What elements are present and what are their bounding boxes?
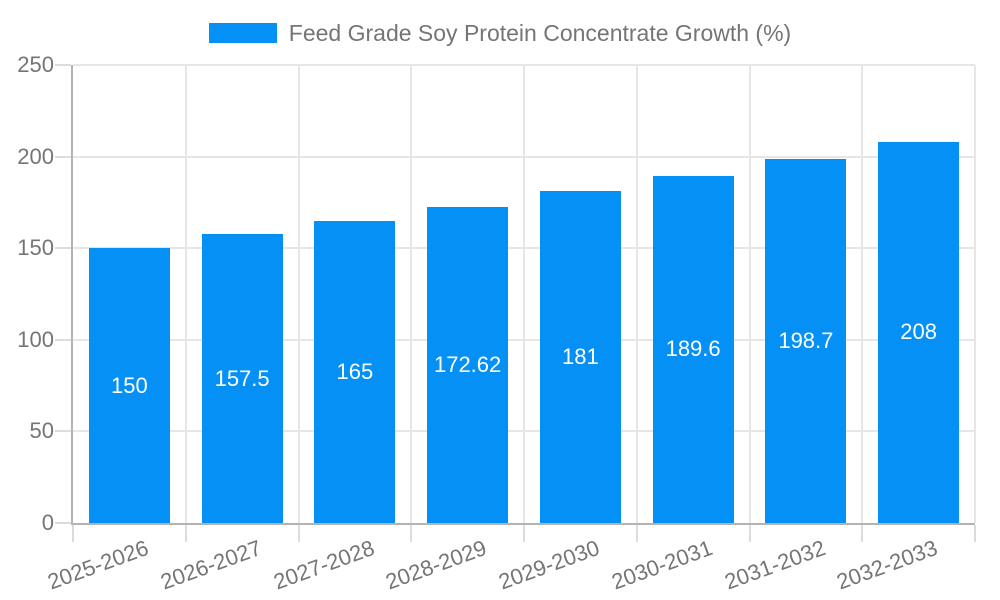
bar[interactable]: [652, 175, 734, 523]
x-tick: [748, 525, 751, 542]
x-tick-label: 2032-2033: [833, 535, 942, 595]
legend-label[interactable]: Feed Grade Soy Protein Concentrate Growt…: [288, 19, 792, 46]
gridline-vertical: [184, 65, 187, 523]
y-tick-label: 250: [17, 52, 54, 77]
gridline-vertical: [748, 65, 751, 523]
y-tick: [55, 247, 71, 250]
x-tick: [974, 525, 976, 542]
x-tick-label: 2025-2026: [44, 535, 152, 595]
legend-swatch[interactable]: [208, 23, 277, 43]
y-tick: [55, 522, 71, 524]
x-tick-label: 2027-2028: [270, 535, 378, 595]
bar[interactable]: [765, 158, 847, 523]
x-tick-label: 2029-2030: [495, 535, 603, 595]
gridline-vertical: [635, 65, 638, 523]
x-tick-label: 2026-2027: [157, 535, 265, 595]
x-tick: [297, 525, 300, 542]
gridline-vertical: [974, 65, 976, 523]
plot-area: 150 157.5 165 172.62 181 189.6 198.7 208: [73, 64, 976, 523]
gridline-vertical: [523, 65, 525, 523]
y-tick-label: 0: [41, 510, 54, 535]
bar[interactable]: [878, 141, 960, 523]
y-axis-line: [71, 65, 73, 523]
bar[interactable]: [88, 248, 170, 523]
x-tick-label: 2028-2029: [382, 535, 491, 595]
gridline-vertical: [861, 65, 864, 523]
bar-value-label: 165: [336, 358, 374, 384]
y-tick-label: 200: [17, 143, 54, 169]
y-axis-labels: 0 50 100 150 200 250: [0, 52, 71, 535]
bar-value-label: 157.5: [214, 365, 270, 391]
x-axis-line: [71, 523, 975, 525]
bar[interactable]: [314, 220, 396, 523]
y-tick-label: 50: [29, 418, 54, 444]
bar-value-label: 181: [562, 344, 599, 370]
x-tick-label: 2030-2031: [608, 535, 716, 595]
x-tick: [523, 525, 525, 542]
bar[interactable]: [539, 191, 621, 523]
x-axis-labels: 2025-2026 2026-2027 2027-2028 2028-2029 2029…: [45, 525, 976, 600]
legend: Feed Grade Soy Protein Concentrate Growt…: [0, 20, 1000, 46]
bar-value-label: 208: [900, 319, 937, 345]
bar-value-label: 172.62: [433, 351, 502, 377]
y-tick: [55, 64, 71, 66]
bar[interactable]: [201, 234, 283, 523]
x-tick: [184, 525, 187, 542]
gridline-vertical: [410, 65, 413, 523]
y-tick-label: 100: [17, 326, 54, 352]
bar[interactable]: [427, 206, 509, 523]
gridline-vertical: [297, 65, 300, 523]
x-tick: [410, 525, 413, 542]
x-tick: [72, 525, 74, 542]
y-tick: [55, 338, 71, 341]
x-tick: [635, 525, 638, 542]
y-tick-label: 150: [17, 235, 54, 261]
x-tick-label: 2031-2032: [721, 535, 829, 595]
bar-value-label: 198.7: [778, 327, 834, 353]
y-tick: [55, 430, 71, 433]
x-tick: [861, 525, 864, 542]
bar-value-label: 189.6: [665, 336, 721, 362]
y-tick: [55, 155, 71, 158]
bar-value-label: 150: [111, 372, 148, 398]
